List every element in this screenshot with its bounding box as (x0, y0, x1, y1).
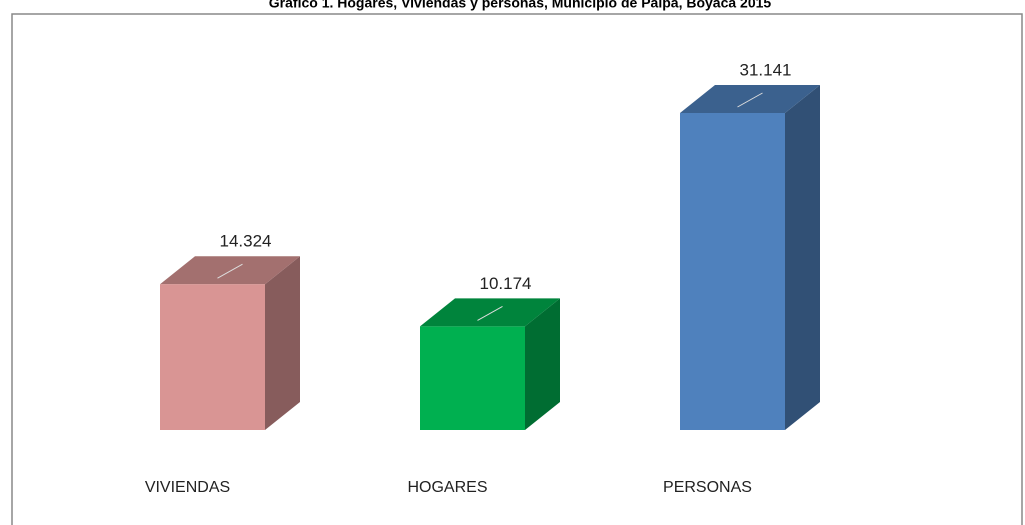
bar-top (420, 298, 560, 327)
chart-title: Gráfico 1. Hogares, Viviendas y personas… (269, 0, 772, 11)
bar (160, 256, 300, 430)
bar (680, 85, 820, 430)
label-leader (477, 305, 503, 321)
bar-side (525, 298, 560, 430)
bar-side (785, 85, 820, 430)
value-label: 10.174 (480, 274, 532, 293)
bar-side (265, 256, 300, 430)
bar-front (680, 113, 785, 430)
bar-top (680, 85, 820, 113)
x-tick-label: HOGARES (407, 479, 487, 496)
bar (420, 298, 560, 430)
value-label: 14.324 (220, 232, 272, 251)
x-tick-label: VIVIENDAS (145, 479, 230, 496)
label-leader (737, 92, 763, 108)
bar-front (420, 326, 525, 430)
label-leader (217, 263, 243, 279)
chart-frame (11, 13, 1023, 525)
bar-top (160, 256, 300, 285)
value-label: 31.141 (740, 60, 792, 79)
x-tick-label: PERSONAS (663, 479, 752, 496)
bar-front (160, 284, 265, 430)
